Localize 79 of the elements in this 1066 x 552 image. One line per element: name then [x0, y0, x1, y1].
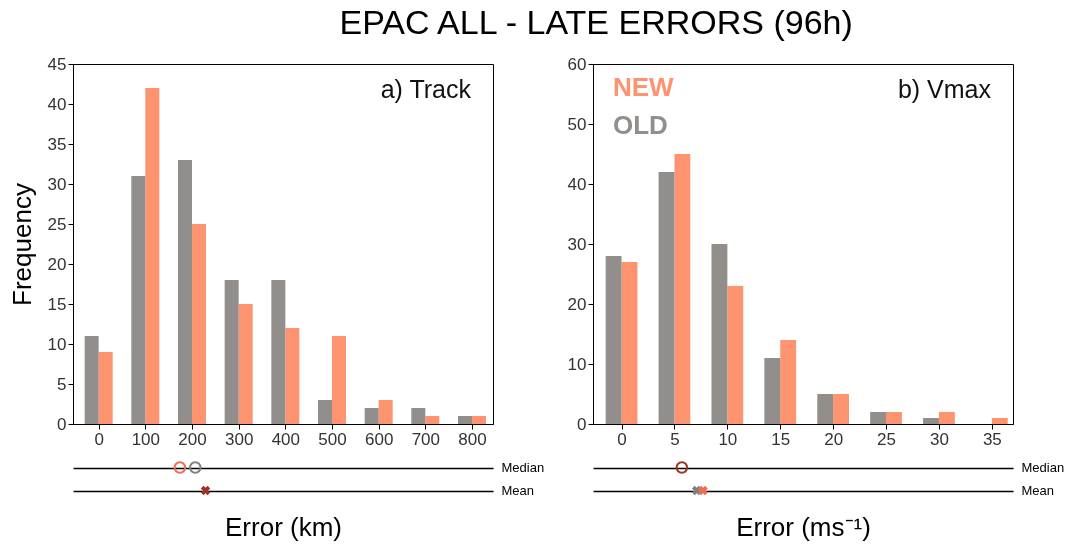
- bar: [658, 172, 675, 424]
- bar: [938, 412, 955, 424]
- y-tick-label: 30: [47, 174, 67, 194]
- bar: [224, 280, 239, 424]
- y-tick-label: 40: [47, 94, 67, 114]
- x-tick-label: 15: [771, 429, 791, 449]
- y-tick-label: Median: [501, 460, 545, 475]
- annotation: a) Track: [380, 75, 472, 103]
- x-axis-title: Error (km): [225, 511, 342, 542]
- bar: [364, 408, 379, 424]
- bar: [780, 340, 797, 424]
- bar: [84, 336, 99, 424]
- x-tick-label: 600: [364, 429, 394, 449]
- x-tick-label: 100: [131, 429, 161, 449]
- bar: [378, 400, 393, 424]
- y-tick-label: 10: [567, 354, 587, 374]
- y-axis-title: Frequency: [6, 183, 37, 306]
- x-tick-label: 300: [224, 429, 254, 449]
- x-tick-label: 35: [982, 429, 1002, 449]
- bar: [727, 286, 744, 424]
- x-tick-label: 700: [411, 429, 441, 449]
- y-tick-label: 50: [567, 114, 587, 134]
- bar: [833, 394, 850, 424]
- x-tick-label: 5: [670, 429, 680, 449]
- bar: [711, 244, 728, 424]
- bar: [764, 358, 781, 424]
- y-tick-label: Mean: [1021, 483, 1055, 498]
- bar: [145, 88, 160, 424]
- y-tick-label: 30: [567, 234, 587, 254]
- bar: [411, 408, 426, 424]
- x-tick-label: 0: [94, 429, 104, 449]
- bar: [271, 280, 286, 424]
- x-tick-label: 200: [178, 429, 207, 449]
- bar: [605, 256, 622, 424]
- x-tick-label: 10: [718, 429, 738, 449]
- x-tick-label: 400: [271, 429, 301, 449]
- y-tick-label: 60: [567, 54, 587, 74]
- text: EPAC ALL - LATE ERRORS (96h): [339, 2, 853, 41]
- bar: [178, 160, 192, 424]
- bar: [192, 224, 206, 424]
- bar: [991, 418, 1008, 424]
- y-tick-label: 20: [567, 294, 587, 314]
- y-tick-label: 25: [47, 214, 67, 234]
- annotation: b) Vmax: [897, 75, 992, 103]
- x-tick-label: 20: [824, 429, 844, 449]
- y-tick-label: 0: [577, 414, 587, 434]
- bar: [318, 400, 332, 424]
- bar: [923, 418, 939, 424]
- x-axis-title: Error (ms⁻¹): [736, 511, 871, 542]
- x-tick-label: 30: [929, 429, 949, 449]
- series-label: OLD: [613, 110, 668, 140]
- bar: [332, 336, 346, 424]
- y-tick-label: 10: [47, 334, 67, 354]
- bar: [98, 352, 113, 424]
- y-tick-label: 40: [567, 174, 587, 194]
- bar: [870, 412, 887, 424]
- bar: [472, 416, 486, 424]
- text: NEW: [613, 72, 675, 102]
- x-tick-label: 25: [877, 429, 897, 449]
- y-tick-label: 0: [57, 414, 67, 434]
- y-tick-label: 5: [57, 374, 67, 394]
- x-tick-label: 800: [458, 429, 487, 449]
- y-tick-label: Median: [1021, 460, 1065, 475]
- bar: [621, 262, 638, 424]
- bar: [425, 416, 440, 424]
- x-tick-label: 500: [318, 429, 347, 449]
- y-tick-label: 35: [47, 134, 67, 154]
- y-tick-label: 20: [47, 254, 67, 274]
- y-tick-label: 45: [47, 54, 67, 74]
- bar: [817, 394, 834, 424]
- bar: [886, 412, 902, 424]
- bar: [131, 176, 146, 424]
- x-tick-label: 0: [617, 429, 627, 449]
- bar: [285, 328, 300, 424]
- bar: [674, 154, 691, 424]
- bar: [458, 416, 472, 424]
- bar: [238, 304, 253, 424]
- y-tick-label: 15: [47, 294, 67, 314]
- y-tick-label: Mean: [501, 483, 535, 498]
